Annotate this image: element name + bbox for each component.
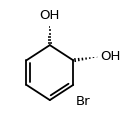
Text: OH: OH	[100, 50, 120, 63]
Text: OH: OH	[40, 9, 60, 22]
Text: Br: Br	[76, 95, 90, 108]
